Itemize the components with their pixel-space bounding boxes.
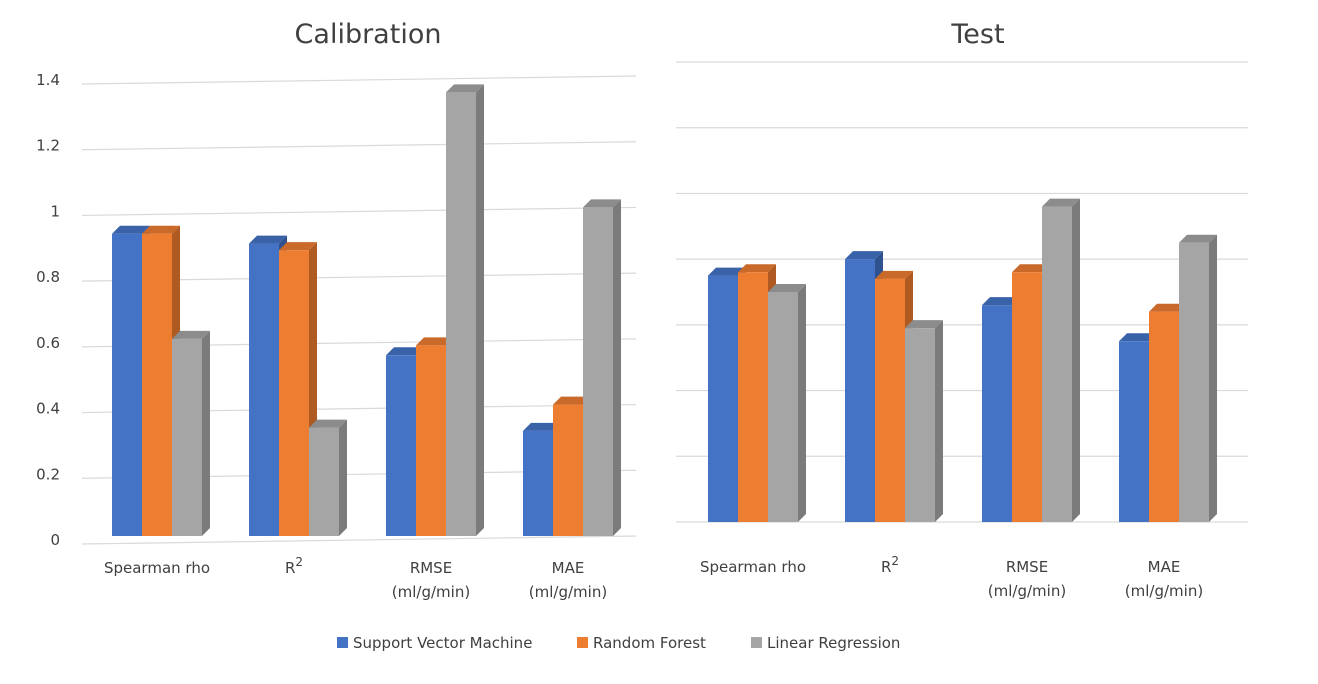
bar-test-rmse-ml-g-min--linear-regression (1042, 198, 1080, 523)
x-category-unit-label: (ml/g/min) (988, 582, 1066, 600)
x-category-label: RMSE (1006, 558, 1048, 576)
bar-test-mae-ml-g-min--linear-regression (1179, 234, 1217, 522)
y-tick-label: 0 (50, 531, 60, 549)
gridline-calibration (81, 206, 637, 217)
legend-label-svm: Support Vector Machine (353, 634, 532, 652)
legend: Support Vector Machine Random Forest Lin… (337, 634, 900, 652)
bar-test-r2-linear-regression (905, 320, 943, 522)
test-panel: Test Spearman rho R2 RMSE (ml/g/min) MAE (ml/… (676, 19, 1248, 600)
y-tick-label: 1.4 (36, 71, 60, 89)
legend-swatch-rf (577, 637, 588, 648)
x-category-unit-label: (ml/g/min) (529, 583, 607, 601)
x-category-unit-label: (ml/g/min) (1125, 582, 1203, 600)
y-tick-label: 0.4 (36, 400, 60, 418)
x-category-label: MAE (552, 559, 585, 577)
x-category-label: RMSE (410, 559, 452, 577)
y-tick-label: 1 (50, 202, 60, 220)
legend-swatch-lr (751, 637, 762, 648)
bar-calibration-spearman-rho-linear-regression (172, 330, 210, 536)
x-category-label: R2 (285, 555, 303, 577)
y-tick-label: 0.6 (36, 334, 60, 352)
x-category-unit-label: (ml/g/min) (392, 583, 470, 601)
gridline-calibration (81, 141, 637, 151)
bar-calibration-spearman-rho-random-forest (142, 225, 180, 536)
x-category-label: MAE (1148, 558, 1181, 576)
y-tick-label: 0.8 (36, 268, 60, 286)
chart-title-test: Test (950, 19, 1004, 50)
bar-test-spearman-rho-linear-regression (768, 284, 806, 522)
legend-label-rf: Random Forest (593, 634, 706, 652)
x-category-label: Spearman rho (104, 559, 210, 577)
gridline-calibration (81, 75, 637, 85)
legend-label-lr: Linear Regression (767, 634, 900, 652)
bar-calibration-r2-linear-regression (309, 419, 347, 536)
legend-swatch-svm (337, 637, 348, 648)
chart-title-calibration: Calibration (295, 19, 442, 50)
x-category-label: Spearman rho (700, 558, 806, 576)
bar-calibration-rmse-ml-g-min--linear-regression (446, 84, 484, 536)
x-category-label: R2 (881, 554, 899, 576)
calibration-panel: Calibration 0 0.2 0.4 0.6 0.8 1 1.2 1.4 Spearman… (36, 19, 637, 601)
gridline-calibration (81, 535, 637, 545)
y-tick-label: 0.2 (36, 465, 60, 483)
y-tick-label: 1.2 (36, 137, 60, 155)
bar-calibration-mae-ml-g-min--linear-regression (583, 199, 621, 536)
